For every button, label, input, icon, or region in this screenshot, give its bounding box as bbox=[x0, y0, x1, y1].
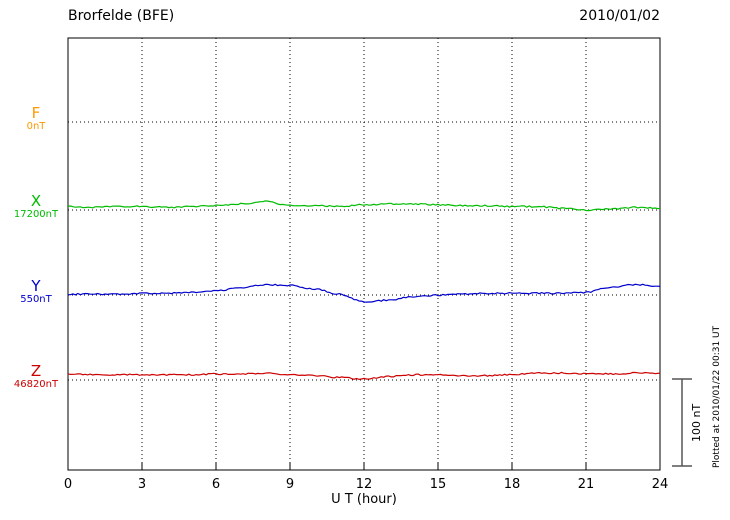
page-title: Brorfelde (BFE) bbox=[68, 8, 175, 24]
x-tick-label: 18 bbox=[504, 477, 521, 492]
channel-name-z: Z bbox=[30, 362, 42, 380]
channel-baseline-x: 17200nT bbox=[13, 209, 59, 220]
channel-baseline-z: 46820nT bbox=[13, 379, 59, 390]
channel-label-f: F 0nT bbox=[10, 105, 62, 132]
x-tick-label: 21 bbox=[578, 477, 595, 492]
plot-date: 2010/01/02 bbox=[579, 8, 660, 24]
x-tick-label: 12 bbox=[356, 477, 373, 492]
channel-baseline-y: 550nT bbox=[20, 294, 52, 305]
channel-label-z: Z 46820nT bbox=[10, 363, 62, 390]
x-tick-label: 3 bbox=[138, 477, 146, 492]
scale-bar-label: 100 nT bbox=[690, 403, 703, 443]
x-axis-label: U T (hour) bbox=[331, 492, 397, 507]
channel-name-y: Y bbox=[31, 277, 41, 295]
x-tick-label: 9 bbox=[286, 477, 294, 492]
x-tick-label: 6 bbox=[212, 477, 220, 492]
x-tick-label: 0 bbox=[64, 477, 72, 492]
x-tick-label: 24 bbox=[652, 477, 669, 492]
plotted-at-note: Plotted at 2010/01/22 00:31 UT bbox=[712, 325, 722, 468]
channel-name-f: F bbox=[31, 104, 41, 122]
channel-baseline-f: 0nT bbox=[26, 121, 46, 132]
x-tick-label: 15 bbox=[430, 477, 447, 492]
trace-X bbox=[67, 200, 661, 212]
channel-label-y: Y 550nT bbox=[10, 278, 62, 305]
channel-label-x: X 17200nT bbox=[10, 193, 62, 220]
trace-Z bbox=[67, 371, 661, 381]
channel-name-x: X bbox=[30, 192, 42, 210]
trace-Y bbox=[68, 283, 661, 303]
